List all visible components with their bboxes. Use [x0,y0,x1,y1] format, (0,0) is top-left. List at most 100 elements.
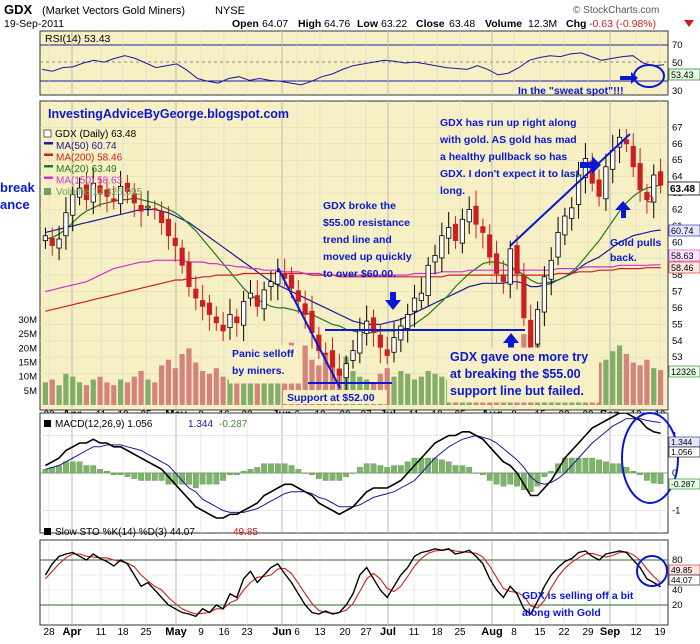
candle-body [514,245,520,274]
candle-body [350,350,356,361]
volume-bar [644,359,650,405]
macd-hist-bar [650,472,657,484]
annotation-line: by miners. [232,365,285,377]
candle-body [138,204,144,212]
annotation-sto: GDX is selling off a bit along with Gold [522,590,634,619]
volume-bar [145,379,151,405]
candle-body [179,247,185,266]
candle-body [70,194,76,216]
candle-body [336,369,342,376]
macd-hist-bar [110,472,117,476]
candle-body [452,223,459,242]
close-label: Close [416,18,445,30]
support52-label: Support at $52.00 [287,392,375,404]
ma150-badge [668,249,700,262]
macd-hist-bar [138,472,144,481]
volume-bar [138,371,144,405]
x-tick-label: 15 [534,627,546,638]
candle-body [111,198,117,202]
price-y-tick: 60 [672,237,683,248]
candle-body [582,158,588,178]
candle-body [623,139,629,145]
sto-k-line [44,548,661,618]
volume-bar [118,379,124,405]
price-y-tick: 56 [672,303,683,314]
up-arrow-icon-1 [503,333,519,352]
x-tick-label: 12 [630,627,642,638]
volume-bar [405,373,411,405]
macd-hist-bar [452,465,459,474]
legend-label: MA(150) 58.63 [56,176,123,187]
chg-value: -0.63 (-0.98%) [589,18,656,30]
x-tick-label: 8 [511,627,517,638]
macd-hist-bar [240,470,247,474]
candle-body [227,314,233,329]
volume-bar [610,351,616,405]
macd-hist-bar [56,465,62,474]
low-label: Low [357,18,379,30]
macd-hist-bar [104,470,110,474]
macd-hist-bar [459,465,466,474]
x-tick-label: 9 [198,627,204,638]
volume-bar [234,371,240,405]
macd-hist-bar [192,472,199,489]
macd-hist-bar [158,472,165,481]
candle-body [398,325,404,341]
macd-hist-bar [261,463,268,474]
annotation-line: moved up quickly [323,251,412,263]
x-tick-label: May [165,626,187,638]
macd-hist-bar [90,465,97,474]
rsi-legend: RSI(14) 53.43 [45,33,111,45]
volume-bar [411,379,418,405]
candle-body [165,218,172,237]
x-tick-label: 20 [339,627,351,638]
volume-bar [377,373,383,405]
macd-hist-bar [145,472,151,481]
x-tick-label: 16 [218,627,230,638]
open-label: Open [232,18,259,30]
candle-body [555,232,561,258]
volume-bar [254,382,260,405]
macd-last-signal: 1.344 [671,437,693,447]
sto-y-tick: 20 [672,600,683,611]
candle-body [77,187,83,198]
price-y-tick: 64 [672,172,683,183]
candle-body [364,320,370,334]
macd-hist-bar [438,459,445,474]
legend-label: MA(50) 60.74 [56,141,117,152]
volume-bar [316,365,322,405]
x-tick-label: 27 [360,627,372,638]
macd-hist-bar [42,469,49,474]
down-arrow-icon-1 [385,292,401,310]
macd-hist-bar [322,472,329,481]
volume-bar [268,373,274,405]
macd-hist-bar [69,461,76,474]
candle-body [90,182,96,203]
candle-body [603,166,609,200]
x-tick-label: 28 [43,627,55,638]
candle-body [377,334,383,348]
legend-label: Volume 12,326,095 [56,187,143,198]
legend-swatch [44,188,51,195]
candle-body [446,227,452,239]
x-tick-label: Sep [600,626,620,638]
macd-hist-bar [466,467,473,474]
candle-body [152,208,158,211]
candle-body [104,189,110,197]
rsi-panel: RSI(14) 53.43 In the "sweat spot"!!! 70 … [39,30,700,97]
volume-bar [657,370,664,405]
x-tick-label: Jul [380,626,396,638]
rsi-tick-30: 30 [672,86,683,97]
price-y-tick: 58 [672,270,683,281]
ma200-badge-value: 58.46 [671,263,694,273]
macd-hist-bar [541,472,548,477]
last-price-value: 63.48 [670,184,695,195]
volume-bar [213,368,219,405]
volume-bar [124,382,131,405]
ma50-badge-value: 60.74 [671,226,694,236]
annotation-line: back. [610,252,637,264]
volume-bar [76,382,83,405]
macd-hist-bar [493,472,500,485]
macd-hist-bar [486,472,493,481]
macd-hist-bar [623,467,630,474]
